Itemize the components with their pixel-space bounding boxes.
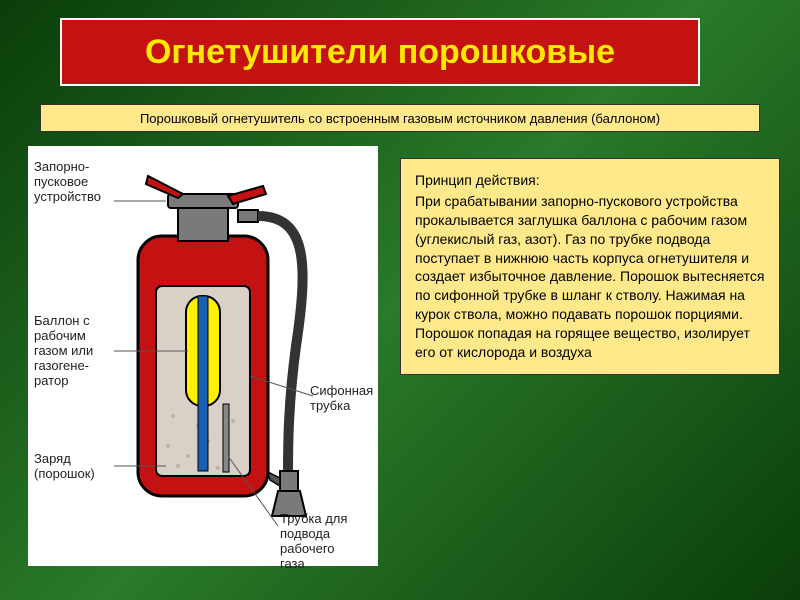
diagram-panel: Запорно-пусковоеустройство Баллон срабоч… — [28, 146, 378, 566]
description-text: При срабатывании запорно-пускового устро… — [415, 192, 765, 362]
label-siphon: Сифоннаятрубка — [310, 384, 380, 414]
title-box: Огнетушители порошковые — [60, 18, 700, 86]
label-gas-tube: Трубка дляподводарабочегогаза — [280, 512, 370, 572]
description-panel: Принцип действия: При срабатывании запор… — [400, 158, 780, 375]
description-heading: Принцип действия: — [415, 171, 765, 190]
label-cartridge: Баллон срабочимгазом илигазогене-ратор — [34, 314, 119, 389]
cutaway — [156, 286, 250, 476]
subtitle-box: Порошковый огнетушитель со встроенным га… — [40, 104, 760, 132]
subtitle-text: Порошковый огнетушитель со встроенным га… — [140, 111, 660, 126]
label-charge: Заряд(порошок) — [34, 452, 119, 482]
page-title: Огнетушители порошковые — [145, 33, 615, 72]
label-trigger: Запорно-пусковоеустройство — [34, 160, 119, 205]
